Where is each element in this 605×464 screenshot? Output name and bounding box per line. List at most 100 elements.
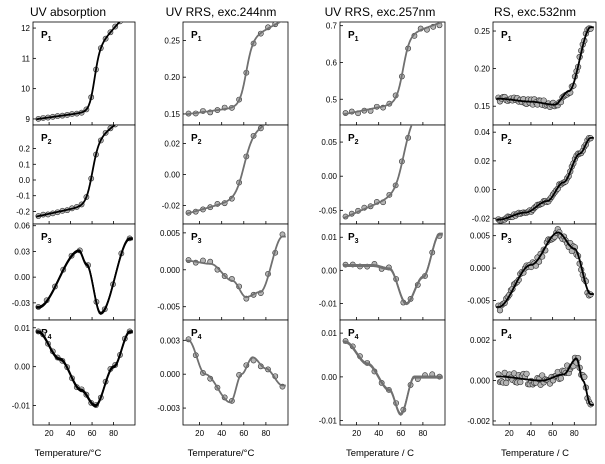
data-point (496, 307, 504, 314)
fit-line (36, 22, 121, 121)
x-tick-label: 80 (109, 429, 118, 438)
panel-label: P1 (191, 30, 202, 43)
fit-line (496, 231, 594, 308)
fit-line (36, 237, 133, 313)
x-tick-label: 20 (45, 429, 54, 438)
y-tick-label: -0.005 (467, 297, 490, 306)
x-axis-label: Temperature/°C (188, 448, 255, 459)
column-uv-rrs-257: UV RRS, exc.257nm Temperature / C 0.5 0.6… (319, 5, 446, 459)
fit-line (343, 340, 443, 414)
panel-label-subscript: 1 (355, 36, 359, 43)
panel-label: P1 (501, 30, 512, 43)
panel-label-subscript: 2 (508, 139, 512, 146)
panel-frame (339, 319, 446, 426)
x-axis-label: Temperature / C (501, 448, 569, 459)
x-tick-label: 60 (548, 429, 557, 438)
panel-p4: -0.01 0.00 0.01 20 40 60 80 P4 (319, 319, 446, 438)
panel-label-letter: P (41, 30, 48, 41)
panel-frame (32, 319, 136, 426)
data-point (503, 379, 510, 387)
fit-line (342, 125, 413, 219)
panel-label-subscript: 4 (355, 334, 359, 341)
y-tick-label: -0.02 (162, 201, 181, 210)
y-tick-label: 0.15 (164, 110, 180, 119)
y-tick-label: 0.7 (326, 22, 338, 31)
panel-data (35, 125, 119, 219)
fit-line (496, 26, 594, 106)
x-tick-label: 60 (88, 429, 97, 438)
panel-label: P3 (191, 232, 202, 245)
y-tick-label: 0.000 (160, 370, 181, 379)
panel-p3: -0.01 0.00 0.01 P3 (319, 223, 446, 321)
y-tick-label: 0.00 (474, 186, 490, 195)
data-point (517, 378, 524, 386)
panel-label-subscript: 4 (508, 334, 512, 341)
fit-line (36, 330, 133, 406)
fit-line (186, 22, 282, 116)
panel-label: P2 (348, 133, 359, 146)
panel-label-subscript: 1 (48, 36, 52, 43)
panel-frame (32, 223, 136, 321)
panel-label-subscript: 3 (508, 238, 512, 245)
y-tick-label: 0.000 (160, 266, 181, 275)
panel-frame (32, 124, 136, 225)
panel-label-subscript: 2 (355, 139, 359, 146)
panel-label-letter: P (191, 232, 198, 243)
y-tick-label: 0.005 (160, 229, 181, 238)
panel-label: P3 (348, 232, 359, 245)
panel-label-subscript: 1 (198, 36, 202, 43)
panel-label-subscript: 3 (355, 238, 359, 245)
y-tick-label: -0.01 (319, 299, 338, 308)
panel-label: P2 (501, 133, 512, 146)
panel-data (35, 328, 133, 408)
y-tick-label: 0.002 (470, 336, 491, 345)
y-tick-label: 0.00 (321, 373, 337, 382)
panel-label-letter: P (501, 30, 508, 41)
panel-p2: -0.05 0.00 0.05 P2 (319, 124, 446, 225)
panel-label-subscript: 1 (508, 36, 512, 43)
panel-frame (182, 223, 289, 321)
panel-label: P2 (191, 133, 202, 146)
y-tick-label: -0.03 (12, 299, 31, 308)
y-tick-label: 0.03 (14, 247, 30, 256)
panel-label-letter: P (191, 328, 198, 339)
panel-label-letter: P (41, 133, 48, 144)
x-tick-label: 40 (66, 429, 75, 438)
column-title: UV absorption (30, 5, 106, 19)
y-tick-label: 0.2 (19, 145, 31, 154)
panel-data (185, 336, 286, 404)
column-rs-532: RS, exc.532nm Temperature / C 0.150.200.… (467, 5, 597, 459)
y-tick-label: 0.00 (164, 171, 180, 180)
panel-label-subscript: 2 (198, 139, 202, 146)
panel-data (495, 134, 594, 224)
panel-frame (182, 124, 289, 225)
y-tick-label: 0.005 (470, 232, 491, 241)
panel-label: P4 (191, 328, 202, 341)
y-tick-label: -0.1 (16, 192, 30, 201)
y-tick-label: 9 (26, 115, 31, 124)
panel-label: P2 (41, 133, 52, 146)
x-axis-label: Temperature / C (346, 448, 414, 459)
y-tick-label: 0.15 (474, 102, 490, 111)
y-tick-label: 0.05 (321, 138, 337, 147)
data-point (557, 375, 565, 382)
column-uv-absorption: UV absorption Temperature/°C 9101112P1-0… (12, 5, 136, 459)
panel-label-subscript: 2 (48, 139, 52, 146)
x-tick-label: 20 (505, 429, 514, 438)
panel-p4: -0.003 0.000 0.003 20 40 60 80 P4 (157, 319, 289, 438)
x-tick-label: 60 (239, 429, 248, 438)
y-tick-label: 0.00 (321, 172, 337, 181)
y-tick-label: -0.02 (472, 214, 491, 223)
panel-data (35, 22, 123, 122)
fit-line (496, 137, 594, 221)
y-tick-label: 0.25 (474, 27, 490, 36)
y-tick-label: 0.0 (19, 176, 31, 185)
y-tick-label: 0.5 (326, 95, 338, 104)
y-tick-label: -0.01 (12, 402, 31, 411)
panel-label-letter: P (348, 30, 355, 41)
panel-p3: -0.005 0.000 0.005 P3 (467, 223, 597, 321)
panel-label-letter: P (348, 232, 355, 243)
y-tick-label: 11 (22, 54, 31, 63)
panel-label-subscript: 3 (198, 238, 202, 245)
